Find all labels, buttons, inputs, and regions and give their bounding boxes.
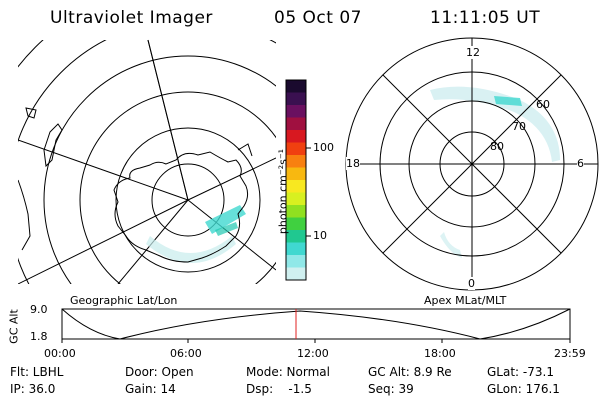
apex-label: Apex MLat/MLT — [424, 294, 507, 307]
date-label: 05 Oct 07 — [274, 8, 362, 28]
colorbar-cell — [286, 80, 306, 93]
colorbar-cell — [286, 205, 306, 218]
mlt-0-label: 0 — [468, 277, 475, 290]
colorbar-cell — [286, 117, 306, 131]
colorbar-cell — [286, 155, 306, 168]
instrument-title: Ultraviolet Imager — [50, 8, 213, 28]
mode-status: Mode: Normal — [246, 365, 330, 379]
colorbar-cell — [286, 130, 306, 143]
colorbar-cell — [286, 142, 306, 156]
time-tick-00: 00:00 — [44, 347, 76, 360]
colorbar — [285, 79, 311, 281]
mlat-80-label: 80 — [490, 140, 504, 153]
time-tick-18: 18:00 — [424, 347, 456, 360]
ip-status: IP: 36.0 — [10, 382, 56, 396]
seq-status: Seq: 39 — [368, 382, 414, 396]
alt-tick-1-8: 1.8 — [30, 330, 48, 343]
time-tick-12: 12:00 — [297, 347, 329, 360]
mlat-70-label: 70 — [512, 120, 526, 133]
dsp-status: Dsp: -1.5 — [246, 382, 312, 396]
mlt-12-label: 12 — [466, 46, 480, 59]
mlt-6-label: 6 — [577, 157, 584, 170]
colorbar-cell — [286, 217, 306, 231]
gc-alt-axis-label: GC Alt — [7, 309, 21, 344]
time-tick-2359: 23:59 — [554, 347, 586, 360]
altitude-plot — [61, 308, 571, 343]
time-tick-06: 06:00 — [170, 347, 202, 360]
colorbar-cell — [286, 255, 306, 268]
colorbar-cell — [286, 230, 306, 243]
geographic-map — [18, 40, 276, 284]
gain-status: Gain: 14 — [125, 382, 176, 396]
colorbar-cell — [286, 242, 306, 256]
magnetic-polar-plot — [345, 37, 599, 291]
colorbar-cell — [286, 92, 306, 106]
filter-status: Flt: LBHL — [10, 365, 64, 379]
colorbar-unit-label: photon cm⁻²s⁻¹ — [276, 148, 290, 235]
gc-alt-status: GC Alt: 8.9 Re — [368, 365, 452, 379]
mlt-18-label: 18 — [346, 157, 360, 170]
colorbar-cell — [286, 105, 306, 118]
glat-status: GLat: -73.1 — [487, 365, 554, 379]
meridian-line — [147, 39, 189, 201]
colorbar-cell — [286, 192, 306, 206]
colorbar-tick-10: 10 — [313, 229, 327, 242]
time-label: 11:11:05 UT — [430, 8, 541, 28]
colorbar-cell — [286, 180, 306, 193]
colorbar-cell — [286, 267, 306, 281]
colorbar-tick-100: 100 — [313, 141, 334, 154]
door-status: Door: Open — [125, 365, 194, 379]
colorbar-cell — [286, 167, 306, 181]
mlat-60-label: 60 — [536, 98, 550, 111]
glon-status: GLon: 176.1 — [487, 382, 560, 396]
alt-tick-9: 9.0 — [30, 303, 48, 316]
geographic-label: Geographic Lat/Lon — [70, 294, 178, 307]
